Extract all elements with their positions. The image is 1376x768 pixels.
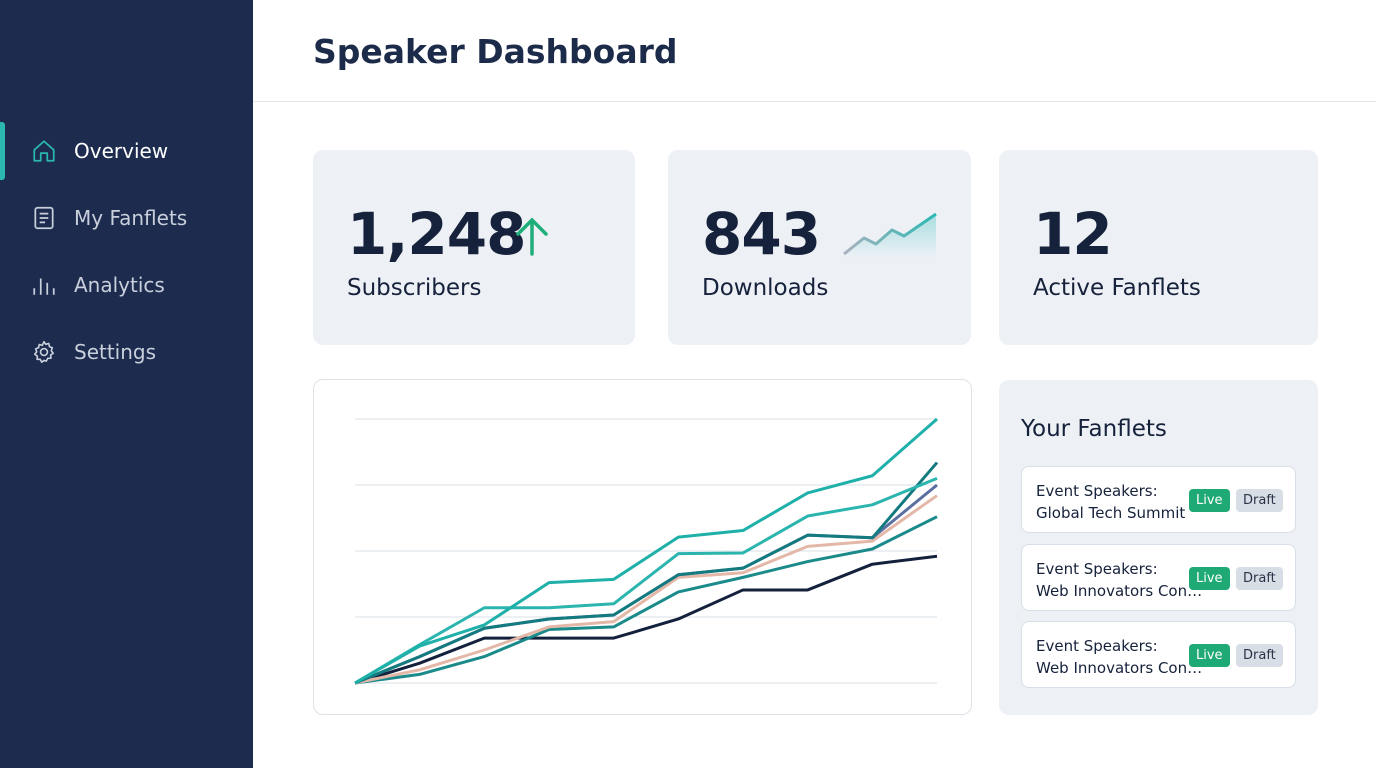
arrow-up-icon	[516, 217, 548, 256]
series-line	[354, 461, 939, 685]
fanflet-item[interactable]: Event Speakers: Web Innovators Conference…	[1021, 621, 1296, 688]
fanflet-name-line1: Event Speakers:	[1036, 560, 1158, 578]
fanflet-name-line1: Event Speakers:	[1036, 637, 1158, 655]
stat-label: Active Fanflets	[1033, 275, 1201, 301]
sidebar-item-label: My Fanflets	[74, 206, 188, 230]
home-icon	[33, 140, 55, 162]
draft-badge[interactable]: Draft	[1236, 644, 1283, 667]
draft-badge[interactable]: Draft	[1236, 567, 1283, 590]
bar-chart-icon	[33, 278, 55, 295]
fanflet-name-line1: Event Speakers:	[1036, 482, 1158, 500]
series-line	[354, 515, 938, 685]
stat-card-active-fanflets: 12 Active Fanflets	[999, 150, 1318, 345]
sidebar-item-label: Analytics	[74, 273, 165, 297]
document-icon	[34, 206, 54, 230]
fanflet-name-line2: Global Tech Summit	[1036, 504, 1186, 522]
page-title: Speaker Dashboard	[313, 32, 678, 71]
series-line	[354, 477, 938, 685]
stat-value: 843	[702, 200, 821, 268]
fanflet-item[interactable]: Event Speakers: Global Tech Summit Live D…	[1021, 466, 1296, 533]
stat-card-downloads: 843 Downloads	[668, 150, 971, 345]
header: Speaker Dashboard	[253, 0, 1376, 102]
sparkline-icon	[843, 212, 937, 258]
stat-label: Subscribers	[347, 275, 482, 301]
fanflets-title: Your Fanflets	[1021, 416, 1167, 442]
sidebar-item-label: Settings	[74, 340, 157, 364]
gear-icon	[33, 340, 55, 363]
stat-value: 1,248	[347, 200, 526, 268]
line-chart-card	[313, 379, 972, 715]
stat-card-subscribers: 1,248 Subscribers	[313, 150, 635, 345]
sidebar-item-my-fanflets[interactable]: My Fanflets	[0, 193, 253, 243]
live-badge[interactable]: Live	[1189, 644, 1230, 667]
live-badge[interactable]: Live	[1189, 567, 1230, 590]
series-line	[354, 417, 938, 685]
fanflets-panel: Your Fanflets Event Speakers: Global Tech…	[999, 380, 1318, 715]
line-chart	[354, 417, 939, 685]
sidebar: Overview My Fanflets Analytics Settings	[0, 0, 253, 768]
fanflet-item[interactable]: Event Speakers: Web Innovators Conference…	[1021, 544, 1296, 611]
stat-value: 12	[1033, 200, 1113, 268]
live-badge[interactable]: Live	[1189, 489, 1230, 512]
fanflet-name-line2: Web Innovators Conference	[1036, 659, 1204, 677]
draft-badge[interactable]: Draft	[1236, 489, 1283, 512]
sidebar-item-label: Overview	[74, 139, 169, 163]
sidebar-item-settings[interactable]: Settings	[0, 327, 253, 377]
fanflet-name-line2: Web Innovators Conference	[1036, 582, 1204, 600]
sidebar-item-overview[interactable]: Overview	[0, 122, 253, 180]
stat-label: Downloads	[702, 275, 829, 301]
sidebar-item-analytics[interactable]: Analytics	[0, 260, 253, 310]
series-line	[354, 554, 938, 685]
series-line	[354, 494, 938, 685]
